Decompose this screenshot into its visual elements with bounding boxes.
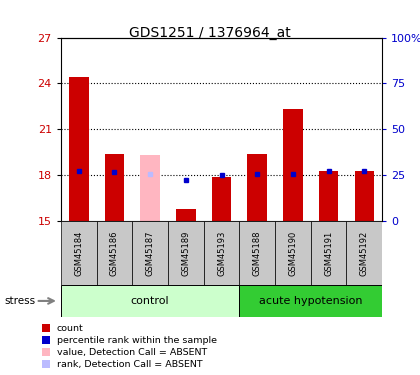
Bar	[176, 209, 196, 221]
Text: stress: stress	[4, 296, 35, 306]
Text: GSM45189: GSM45189	[181, 230, 190, 276]
Text: GSM45193: GSM45193	[217, 230, 226, 276]
Bar	[132, 221, 168, 285]
Bar	[275, 221, 311, 285]
Bar	[247, 154, 267, 221]
Text: percentile rank within the sample: percentile rank within the sample	[57, 336, 217, 345]
Bar	[140, 155, 160, 221]
Bar	[311, 221, 346, 285]
Bar	[204, 221, 239, 285]
Text: GDS1251 / 1376964_at: GDS1251 / 1376964_at	[129, 26, 291, 40]
Text: GSM45192: GSM45192	[360, 231, 369, 276]
Bar	[354, 171, 374, 221]
Text: count: count	[57, 324, 84, 333]
Bar	[105, 154, 124, 221]
Bar	[61, 221, 97, 285]
Text: value, Detection Call = ABSENT: value, Detection Call = ABSENT	[57, 348, 207, 357]
Text: rank, Detection Call = ABSENT: rank, Detection Call = ABSENT	[57, 360, 202, 369]
Bar	[346, 221, 382, 285]
Text: GSM45184: GSM45184	[74, 230, 83, 276]
Text: GSM45187: GSM45187	[146, 230, 155, 276]
Text: control: control	[131, 296, 169, 306]
Bar	[239, 221, 275, 285]
Text: GSM45191: GSM45191	[324, 231, 333, 276]
Bar	[319, 171, 339, 221]
Bar	[69, 77, 89, 221]
Bar	[168, 221, 204, 285]
Text: GSM45186: GSM45186	[110, 230, 119, 276]
Text: acute hypotension: acute hypotension	[259, 296, 362, 306]
Bar	[283, 110, 303, 221]
Text: GSM45188: GSM45188	[253, 230, 262, 276]
Bar	[239, 285, 382, 317]
Bar	[212, 177, 231, 221]
Text: GSM45190: GSM45190	[289, 231, 297, 276]
Bar	[61, 285, 239, 317]
Bar	[97, 221, 132, 285]
